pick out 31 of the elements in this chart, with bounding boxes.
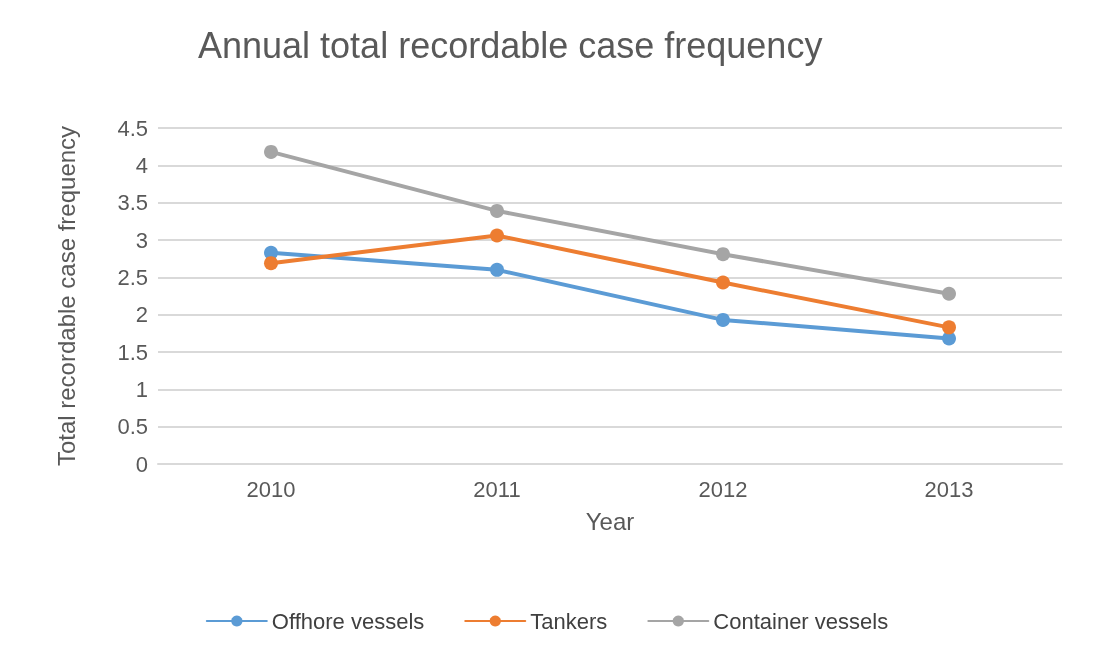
y-tick-label: 0.5 xyxy=(117,414,148,440)
y-axis-title: Total recordable case frequency xyxy=(52,125,80,467)
legend-label: Tankers xyxy=(530,608,608,634)
point xyxy=(942,320,956,335)
x-tick-label: 2013 xyxy=(924,476,974,502)
point xyxy=(264,144,278,159)
point xyxy=(264,256,278,271)
point xyxy=(490,203,504,218)
y-tick-label: 2.5 xyxy=(117,264,148,290)
x-tick-label: 2012 xyxy=(698,476,748,502)
point xyxy=(716,275,730,290)
legend-label: Offhore vessels xyxy=(271,608,425,634)
x-axis-title: Year xyxy=(585,507,635,535)
chart-title: Annual total recordable case frequency xyxy=(198,24,823,66)
y-tick-label: 0 xyxy=(135,451,148,477)
y-tick-label: 4.5 xyxy=(117,115,148,141)
point xyxy=(716,247,730,262)
y-tick-label: 4 xyxy=(135,152,148,178)
x-tick-label: 2011 xyxy=(473,476,521,502)
y-tick-label: 1.5 xyxy=(117,339,148,365)
point xyxy=(490,228,504,243)
point xyxy=(716,312,730,327)
point xyxy=(942,286,956,301)
y-tick-label: 2 xyxy=(135,302,148,328)
y-tick-label: 3.5 xyxy=(117,190,148,216)
point xyxy=(942,331,956,346)
legend-label: Container vessels xyxy=(713,608,889,634)
x-tick-label: 2010 xyxy=(246,476,296,502)
y-tick-label: 3 xyxy=(135,227,148,253)
point xyxy=(490,262,504,277)
y-tick-label: 1 xyxy=(135,376,148,402)
